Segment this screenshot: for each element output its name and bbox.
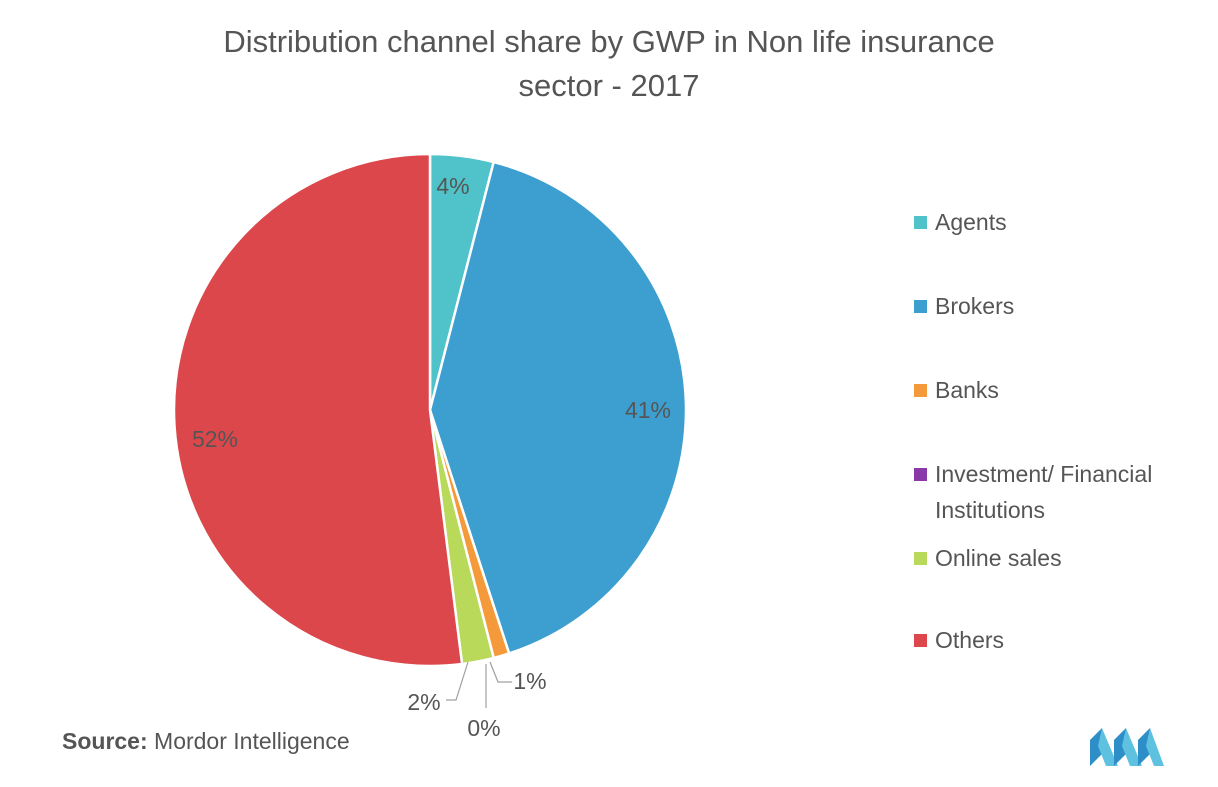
- chart-title-line-1: Distribution channel share by GWP in Non…: [223, 24, 995, 59]
- leader-line-banks: [489, 661, 512, 683]
- legend-swatch-brokers: [914, 300, 927, 313]
- data-label-online-sales: 2%: [407, 689, 440, 715]
- leader-line-online-sales: [446, 661, 469, 701]
- data-label-others: 52%: [192, 426, 238, 452]
- source-note: Source: Mordor Intelligence: [62, 728, 350, 755]
- chart-title-line-2: sector - 2017: [518, 68, 700, 103]
- legend-label-others: Others: [935, 627, 1005, 653]
- pie-slice-others: [172, 152, 464, 668]
- legend-swatch-banks: [914, 384, 927, 397]
- legend-swatch-others: [914, 634, 927, 647]
- chart-title: Distribution channel share by GWP in Non…: [100, 20, 1118, 108]
- legend-item-investment-financial-institutions: Investment/ Financial Institutions: [914, 456, 1205, 528]
- legend-label-online-sales: Online sales: [935, 545, 1062, 571]
- legend-label-agents: Agents: [935, 209, 1007, 235]
- pie-slice-brokers: [428, 160, 688, 656]
- legend-label-banks: Banks: [935, 377, 999, 403]
- legend-item-agents: Agents: [914, 204, 1205, 240]
- legend-item-online-sales: Online sales: [914, 540, 1205, 576]
- data-label-brokers: 41%: [625, 397, 671, 423]
- data-label-investment-financial-institutions: 0%: [467, 715, 500, 741]
- mordor-intelligence-logo-icon: [1090, 728, 1164, 766]
- legend-item-brokers: Brokers: [914, 288, 1205, 324]
- legend-label-investment-financial-institutions: Investment/ Financial Institutions: [935, 461, 1153, 523]
- legend-swatch-online-sales: [914, 552, 927, 565]
- legend-swatch-agents: [914, 216, 927, 229]
- legend-item-banks: Banks: [914, 372, 1205, 408]
- data-label-banks: 1%: [513, 668, 546, 694]
- legend-item-others: Others: [914, 622, 1205, 658]
- legend-swatch-investment-financial-institutions: [914, 468, 927, 481]
- data-label-agents: 4%: [436, 173, 469, 199]
- source-label: Source:: [62, 728, 148, 754]
- source-text: Mordor Intelligence: [154, 728, 350, 754]
- legend-label-brokers: Brokers: [935, 293, 1015, 319]
